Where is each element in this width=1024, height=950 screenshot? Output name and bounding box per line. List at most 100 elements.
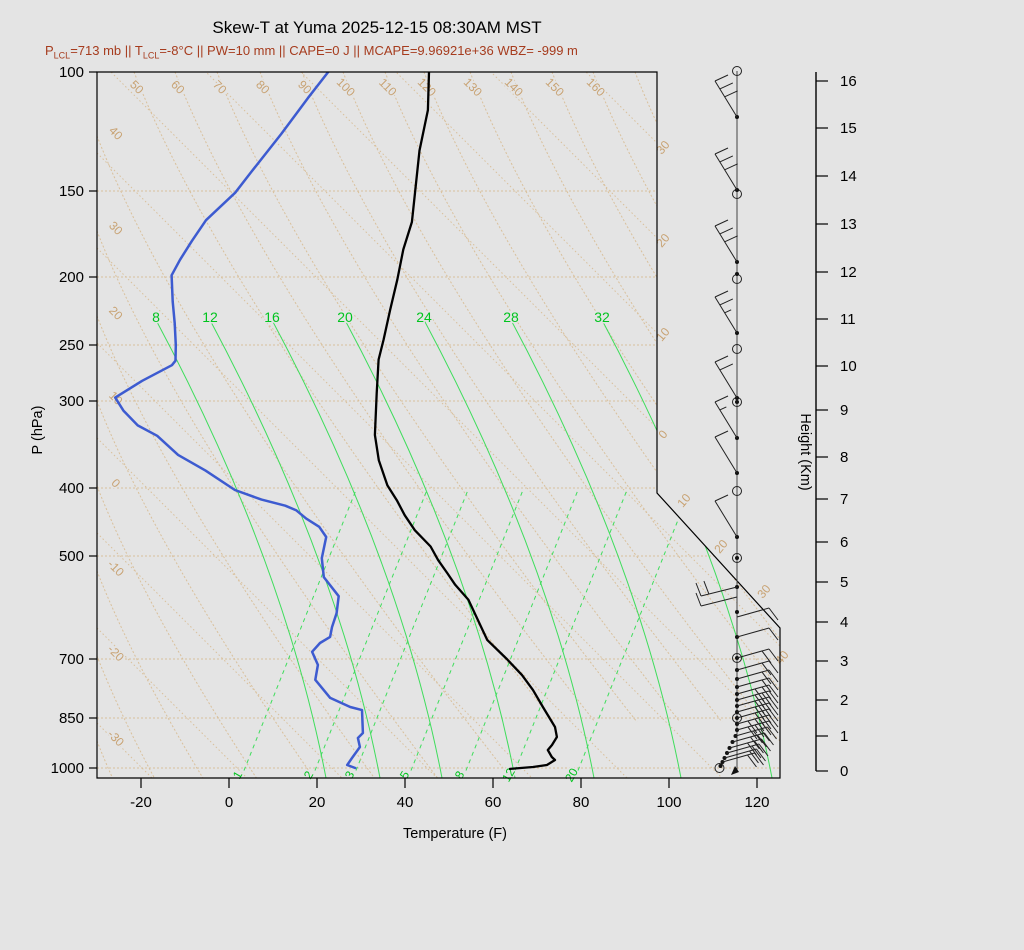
pressure-axis: 100 150 200 250 300 400 500 700 850 1000 P (hPa)	[30, 64, 97, 777]
wind-barb	[714, 290, 738, 334]
sounding-indices-subtitle: PLCL=713 mb || TLCL=-8°C || PW=10 mm || …	[45, 43, 578, 61]
moist-adiabat-lines	[155, 319, 773, 778]
svg-text:40: 40	[397, 794, 414, 811]
svg-text:8: 8	[452, 768, 468, 781]
dewpoint-curve	[113, 72, 365, 770]
wind-level-circle	[732, 553, 742, 563]
svg-text:60: 60	[168, 77, 188, 97]
wind-level-dot	[735, 610, 739, 614]
svg-text:10: 10	[674, 491, 694, 510]
svg-text:30: 30	[653, 138, 673, 157]
svg-text:16: 16	[840, 73, 857, 90]
svg-text:120: 120	[744, 794, 769, 811]
wind-level-circle	[732, 486, 742, 496]
svg-text:150: 150	[543, 75, 567, 99]
svg-text:7: 7	[840, 491, 848, 508]
svg-text:8: 8	[152, 309, 160, 325]
wind-barb	[736, 720, 779, 740]
svg-text:250: 250	[59, 337, 84, 354]
svg-text:9: 9	[840, 402, 848, 419]
grid-line-labels: 50 60 70 80 90 100 110 120 130 140 150 160403020100…	[103, 74, 793, 751]
wind-barb-column	[695, 66, 779, 775]
svg-text:3: 3	[840, 653, 848, 670]
pressure-gridlines	[97, 190, 780, 769]
svg-text:1: 1	[230, 768, 246, 781]
svg-text:850: 850	[59, 710, 84, 727]
svg-text:2: 2	[301, 768, 317, 781]
wind-level-dot	[735, 400, 739, 404]
wind-barb	[714, 219, 738, 263]
svg-text:32: 32	[594, 309, 610, 325]
wind-barb	[736, 714, 779, 734]
wind-barb	[714, 494, 738, 538]
wind-barb	[714, 355, 738, 399]
wind-barb	[722, 752, 764, 768]
wind-barb	[695, 580, 738, 597]
svg-text:400: 400	[59, 480, 84, 497]
mixing-ratio-lines	[240, 489, 691, 778]
svg-text:Temperature (F): Temperature (F)	[403, 826, 507, 842]
svg-text:30: 30	[754, 582, 774, 601]
svg-text:1: 1	[840, 728, 848, 745]
svg-text:16: 16	[264, 309, 280, 325]
svg-text:0: 0	[655, 427, 670, 441]
wind-level-dot	[718, 764, 723, 768]
svg-text:4: 4	[840, 614, 848, 631]
svg-text:0: 0	[840, 763, 848, 780]
moist-mixing-labels: 8 12 16 20 24 28 321 2 3 5 8 12 20	[151, 308, 612, 786]
svg-text:1000: 1000	[51, 760, 84, 777]
svg-text:5: 5	[840, 574, 848, 591]
svg-text:120: 120	[415, 75, 439, 99]
svg-text:14: 14	[840, 168, 857, 185]
svg-text:2: 2	[840, 692, 848, 709]
wind-barb	[714, 430, 738, 474]
plot-grid-area	[97, 72, 780, 778]
svg-text:11: 11	[840, 311, 856, 328]
wind-barb	[732, 732, 774, 750]
svg-text:100: 100	[656, 794, 681, 811]
wind-level-circle	[732, 344, 742, 354]
svg-text:15: 15	[840, 120, 857, 137]
wind-level-dot	[735, 556, 739, 560]
svg-text:28: 28	[503, 309, 519, 325]
svg-text:-20: -20	[130, 794, 152, 811]
svg-text:13: 13	[840, 216, 857, 233]
svg-text:80: 80	[573, 794, 590, 811]
svg-text:150: 150	[59, 183, 84, 200]
wind-barb	[736, 677, 779, 693]
svg-text:160: 160	[584, 75, 608, 99]
svg-text:20: 20	[711, 537, 731, 556]
svg-text:-10: -10	[105, 557, 127, 579]
wind-barb	[736, 669, 779, 685]
svg-text:130: 130	[461, 75, 485, 99]
wind-barb	[736, 648, 779, 664]
svg-text:20: 20	[106, 303, 126, 323]
svg-text:6: 6	[840, 534, 848, 551]
svg-text:40: 40	[106, 123, 126, 143]
dry-adiabat-lines	[97, 72, 780, 778]
svg-text:-30: -30	[105, 727, 127, 749]
svg-text:12: 12	[840, 264, 857, 281]
page-title: Skew-T at Yuma 2025-12-15 08:30AM MST	[212, 18, 542, 37]
svg-text:0: 0	[225, 794, 233, 811]
svg-text:3: 3	[342, 768, 358, 781]
svg-text:50: 50	[127, 77, 147, 97]
wind-level-circle	[732, 653, 742, 663]
svg-text:100: 100	[334, 75, 358, 99]
svg-text:12: 12	[202, 309, 218, 325]
svg-text:500: 500	[59, 548, 84, 565]
wind-barb	[695, 592, 738, 607]
wind-level-circle	[732, 66, 742, 76]
svg-text:30: 30	[106, 218, 126, 238]
svg-text:-20: -20	[105, 642, 127, 664]
svg-text:60: 60	[485, 794, 502, 811]
plot-border	[96, 71, 781, 779]
wind-barb	[735, 726, 777, 744]
svg-text:200: 200	[59, 269, 84, 286]
wind-barb	[714, 147, 738, 191]
svg-text:Height (Km): Height (Km)	[797, 413, 813, 490]
svg-text:10: 10	[653, 325, 673, 344]
